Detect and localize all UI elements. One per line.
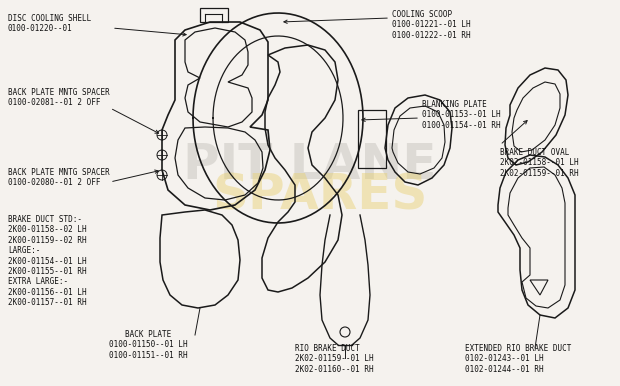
Text: BACK PLATE MNTG SPACER
0100-02081--01 2 OFF: BACK PLATE MNTG SPACER 0100-02081--01 2 … (8, 88, 110, 107)
Text: COOLING SCOOP
0100-01221--01 LH
0100-01222--01 RH: COOLING SCOOP 0100-01221--01 LH 0100-012… (392, 10, 471, 40)
Text: BRAKE DUCT OVAL
2K02-01158--01 LH
2K02-01159--01 RH: BRAKE DUCT OVAL 2K02-01158--01 LH 2K02-0… (500, 148, 578, 178)
Text: PIT LANE: PIT LANE (184, 141, 436, 189)
Text: BRAKE DUCT STD:-
2K00-01158--02 LH
2K00-01159--02 RH
LARGE:-
2K00-01154--01 LH
2: BRAKE DUCT STD:- 2K00-01158--02 LH 2K00-… (8, 215, 87, 307)
Text: DISC COOLING SHELL
0100-01220--01: DISC COOLING SHELL 0100-01220--01 (8, 14, 91, 34)
Text: BACK PLATE
0100-01150--01 LH
0100-01151--01 RH: BACK PLATE 0100-01150--01 LH 0100-01151-… (108, 330, 187, 360)
Text: SPARES: SPARES (212, 171, 428, 219)
Text: RIO BRAKE DUCT
2K02-01159--01 LH
2K02-01160--01 RH: RIO BRAKE DUCT 2K02-01159--01 LH 2K02-01… (295, 344, 374, 374)
Text: EXTENDED RIO BRAKE DUCT
0102-01243--01 LH
0102-01244--01 RH: EXTENDED RIO BRAKE DUCT 0102-01243--01 L… (465, 344, 572, 374)
Text: BACK PLATE MNTG SPACER
0100-02080--01 2 OFF: BACK PLATE MNTG SPACER 0100-02080--01 2 … (8, 168, 110, 187)
Text: BLANKING PLATE
0100-01153--01 LH
0100-01154--01 RH: BLANKING PLATE 0100-01153--01 LH 0100-01… (422, 100, 500, 130)
